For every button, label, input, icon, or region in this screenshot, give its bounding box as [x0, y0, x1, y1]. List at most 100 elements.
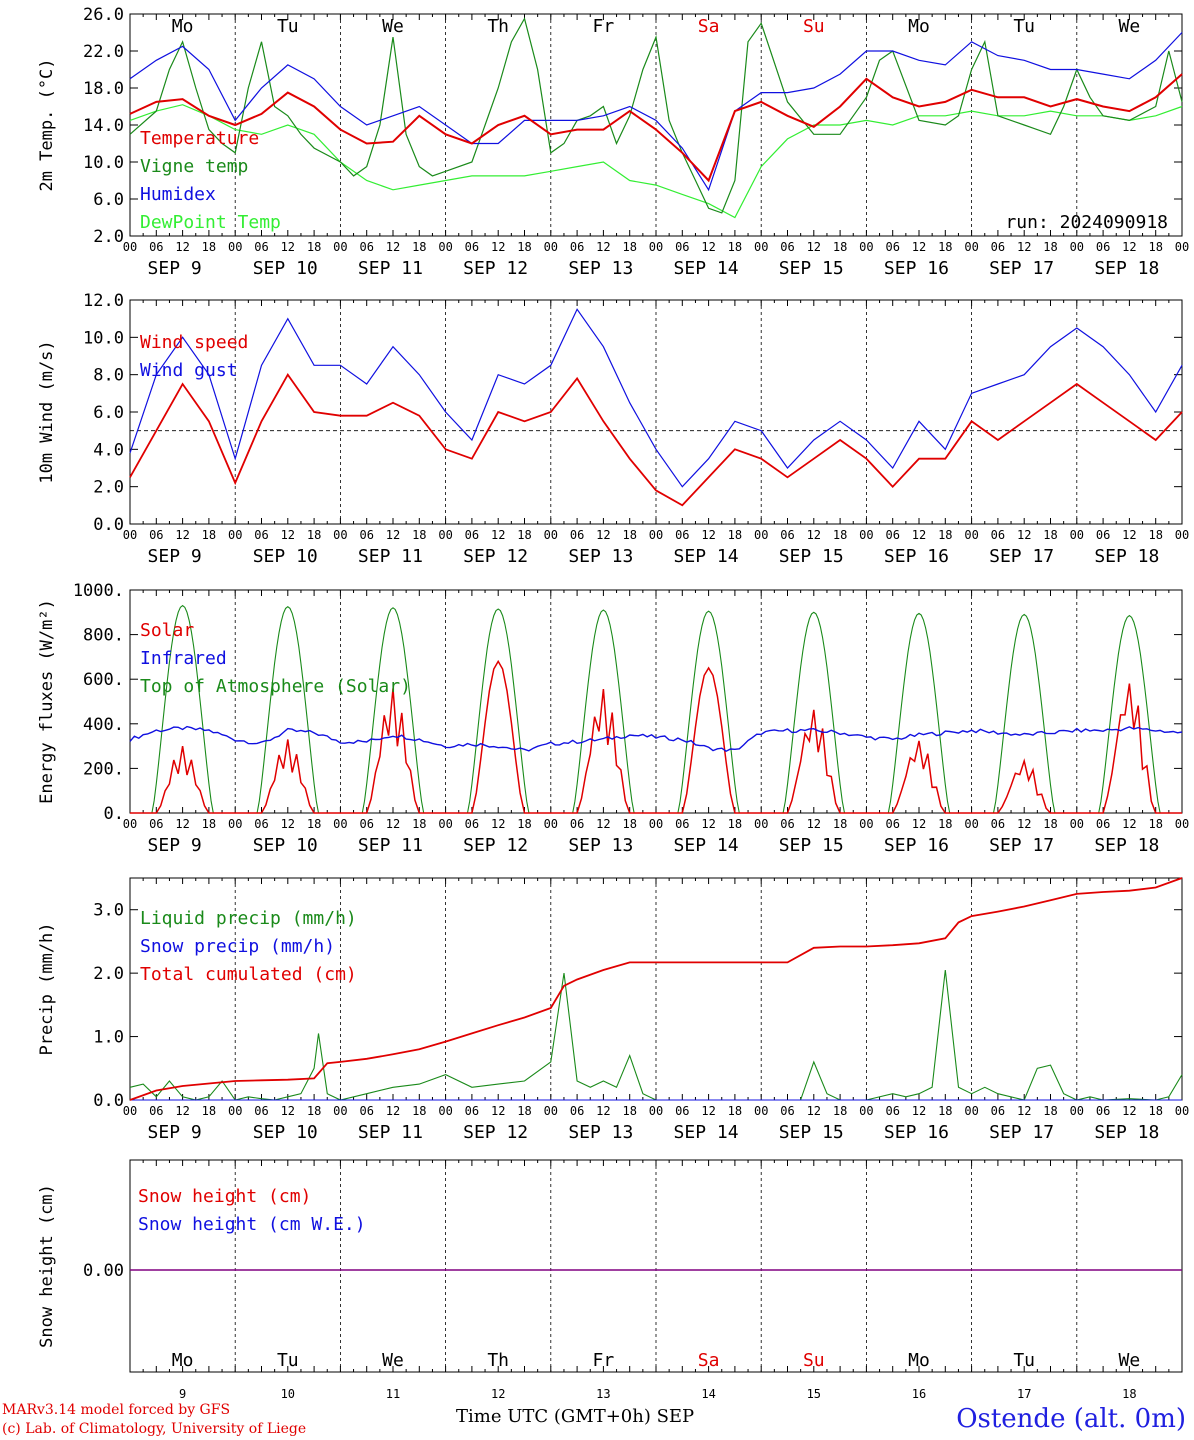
hour-tick-label: 18: [938, 1104, 952, 1118]
hour-tick-label: 12: [912, 528, 926, 542]
hour-tick-label: 18: [622, 817, 636, 831]
hour-tick-label: 18: [517, 817, 531, 831]
y-tick-label: 0.00: [83, 1261, 124, 1281]
hour-tick-label: 06: [991, 240, 1005, 254]
date-label: SEP 13: [568, 546, 633, 567]
series-line-top-of-atmosphere: [130, 604, 1182, 814]
weekday-label-bottom: Tu: [1013, 1350, 1035, 1371]
hour-tick-label: 06: [885, 1104, 899, 1118]
date-label: SEP 18: [1094, 1122, 1159, 1143]
hour-tick-label: 12: [596, 240, 610, 254]
hour-tick-label: 12: [386, 528, 400, 542]
hour-tick-label: 06: [465, 1104, 479, 1118]
date-label: SEP 16: [884, 1122, 949, 1143]
hour-tick-label: 12: [175, 1104, 189, 1118]
hour-tick-label: 06: [780, 528, 794, 542]
series-line-infrared: [129, 725, 1183, 753]
series-line-humidex: [129, 32, 1183, 192]
hour-tick-label: 06: [254, 817, 268, 831]
y-tick-label: 8.0: [93, 366, 124, 386]
hour-tick-label: 12: [1017, 817, 1031, 831]
hour-tick-label: 18: [412, 240, 426, 254]
hour-tick-label: 18: [938, 528, 952, 542]
day-number-label: 16: [912, 1387, 926, 1400]
y-tick-label: 800.: [83, 626, 124, 646]
hour-tick-label: 06: [149, 240, 163, 254]
weekday-label-top: We: [382, 16, 404, 37]
hour-tick-label: 18: [622, 240, 636, 254]
y-tick-label: 2.0: [93, 227, 124, 247]
panel-0-legend-vigne-temp: Vigne temp: [140, 156, 248, 177]
panel-2-legend-top-of-atmosphere-solar-: Top of Atmosphere (Solar): [140, 676, 411, 697]
hour-tick-label: 06: [1096, 240, 1110, 254]
station-name: Ostende (alt. 0m): [956, 1404, 1186, 1434]
hour-tick-label: 00: [859, 528, 873, 542]
y-tick-label: 12.0: [83, 291, 124, 311]
y-tick-label: 10.0: [83, 328, 124, 348]
hour-tick-label: 12: [701, 528, 715, 542]
hour-tick-label: 12: [701, 240, 715, 254]
hour-tick-label: 06: [780, 1104, 794, 1118]
hour-tick-label: 12: [1122, 528, 1136, 542]
hour-tick-label: 00: [1175, 817, 1189, 831]
hour-tick-label: 06: [991, 528, 1005, 542]
hour-tick-label: 00: [333, 528, 347, 542]
series-line-temperature: [129, 73, 1183, 183]
day-number-label: 13: [596, 1387, 610, 1400]
date-label: SEP 17: [989, 1122, 1054, 1143]
hour-tick-label: 00: [964, 817, 978, 831]
date-label: SEP 15: [779, 258, 844, 279]
date-label: SEP 11: [358, 835, 423, 856]
hour-tick-label: 12: [491, 240, 505, 254]
hour-tick-label: 06: [465, 240, 479, 254]
panel-3-legend-liquid-precip-mm-h-: Liquid precip (mm/h): [140, 908, 357, 929]
hour-tick-label: 00: [228, 817, 242, 831]
panel-0-legend-dewpoint-temp: DewPoint Temp: [140, 212, 281, 233]
y-tick-label: 6.0: [93, 190, 124, 210]
hour-tick-label: 12: [491, 1104, 505, 1118]
hour-tick-label: 06: [780, 240, 794, 254]
weekday-label-bottom: Mo: [908, 1350, 930, 1371]
hour-tick-label: 12: [1122, 1104, 1136, 1118]
date-label: SEP 17: [989, 835, 1054, 856]
hour-tick-label: 06: [149, 528, 163, 542]
hour-tick-label: 06: [885, 240, 899, 254]
hour-tick-label: 18: [728, 1104, 742, 1118]
y-tick-label: 1.0: [93, 1028, 124, 1048]
hour-tick-label: 00: [544, 1104, 558, 1118]
hour-tick-label: 00: [859, 240, 873, 254]
weekday-label-bottom: Th: [487, 1350, 509, 1371]
hour-tick-label: 06: [675, 240, 689, 254]
y-tick-label: 0.: [104, 804, 124, 824]
hour-tick-label: 00: [1070, 817, 1084, 831]
hour-tick-label: 18: [202, 1104, 216, 1118]
model-credit: MARv3.14 model forced by GFS: [2, 1402, 231, 1418]
hour-tick-label: 00: [964, 1104, 978, 1118]
hour-tick-label: 00: [1175, 1104, 1189, 1118]
panel-2-ylabel: Energy fluxes (W/m²): [37, 599, 57, 804]
hour-tick-label: 00: [228, 528, 242, 542]
hour-tick-label: 06: [254, 240, 268, 254]
hour-tick-label: 12: [1122, 817, 1136, 831]
weekday-label-bottom: Fr: [593, 1350, 615, 1371]
hour-tick-label: 06: [570, 817, 584, 831]
hour-tick-label: 00: [544, 528, 558, 542]
date-label: SEP 16: [884, 546, 949, 567]
meteogram-svg: 00 06 12 18 00 06 12 18 00 06 12 18 00 06 12 18 00 06 12 18…: [37, 5, 1189, 1401]
series-line-liquid-precip-mm-h-: [129, 969, 1183, 1101]
date-label: SEP 18: [1094, 835, 1159, 856]
hour-tick-label: 18: [307, 528, 321, 542]
weekday-label-bottom: Mo: [172, 1350, 194, 1371]
hour-tick-label: 12: [807, 1104, 821, 1118]
hour-tick-label: 18: [1148, 817, 1162, 831]
y-tick-label: 1000.: [73, 581, 124, 601]
hour-tick-label: 00: [123, 1104, 137, 1118]
hour-tick-label: 12: [1017, 1104, 1031, 1118]
hour-tick-label: 00: [228, 1104, 242, 1118]
hour-tick-label: 00: [754, 1104, 768, 1118]
day-number-label: 15: [807, 1387, 821, 1400]
weekday-label-bottom: We: [382, 1350, 404, 1371]
hour-tick-label: 12: [1017, 240, 1031, 254]
weekday-label-bottom: Su: [803, 1350, 825, 1371]
